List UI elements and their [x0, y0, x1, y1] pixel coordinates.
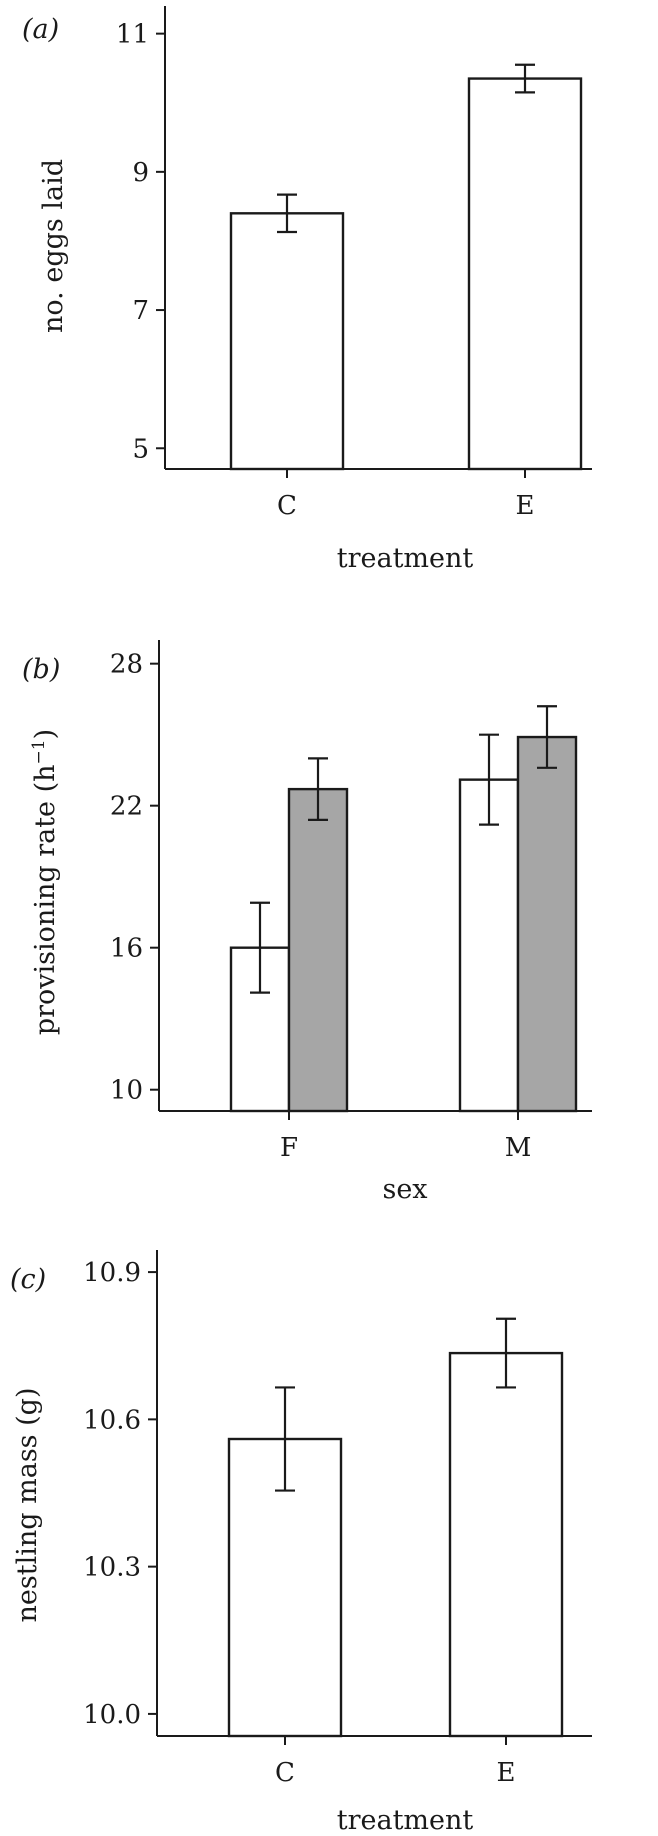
- panel-b-y-axis-title-suffix: ): [30, 729, 61, 740]
- panel-c-error-bar-E-0: [496, 1317, 516, 1389]
- panel-a: (a) no. eggs laid treatment 5 7 9 11 C E: [22, 6, 592, 574]
- panel-a-y-tick-label: 9: [132, 158, 149, 188]
- panel-a-label: (a): [22, 14, 59, 45]
- panel-a-y-tick-label: 11: [116, 20, 149, 50]
- panel-b-error-bar-M-0: [479, 733, 499, 826]
- panel-c-y-tick-label: 10.3: [83, 1553, 141, 1583]
- panel-c-y-tick-label: 10.6: [83, 1405, 141, 1435]
- panel-a-error-bar-E-0: [515, 63, 535, 94]
- panel-c-y-axis-title: nestling mass (g): [12, 1388, 43, 1623]
- panel-b-y-tick-label: 28: [110, 650, 143, 680]
- panel-c-x-tick-label: C: [275, 1758, 295, 1788]
- panel-b-y-tick-label: 16: [110, 934, 143, 964]
- panel-b-x-tick-label: M: [505, 1133, 532, 1163]
- panel-b-bar-M-1: [516, 735, 578, 1113]
- panel-b-label: (b): [22, 654, 60, 685]
- panel-c-error-bar-C-0: [275, 1386, 295, 1492]
- panel-a-y-tick-label: 5: [132, 434, 149, 464]
- panel-b-x-tick-label: F: [280, 1133, 298, 1163]
- panel-b-y-axis-title-superscript: −1: [29, 739, 49, 764]
- panel-b-y-tick-label: 22: [110, 792, 143, 822]
- panel-a-error-bar-C-0: [277, 193, 297, 234]
- panel-a-x-axis-title: treatment: [337, 543, 474, 574]
- panel-c-bar-E-0: [448, 1351, 564, 1738]
- panel-c-y-tick-label: 10.9: [83, 1258, 141, 1288]
- panel-b-y-tick-label: 10: [110, 1076, 143, 1106]
- panel-b-bar-F-1: [287, 787, 349, 1113]
- panel-b-error-bar-F-1: [308, 757, 328, 821]
- panel-b-error-bar-F-0: [250, 901, 270, 994]
- panel-a-bar-E-0: [467, 77, 583, 471]
- panel-b-bar-M-0: [458, 778, 520, 1113]
- panel-a-y-axis-title: no. eggs laid: [38, 159, 69, 333]
- panel-b-error-bar-M-1: [537, 705, 557, 769]
- panel-b-y-axis-title-main: provisioning rate (h: [30, 764, 61, 1035]
- panel-c-x-axis-title: treatment: [337, 1805, 474, 1836]
- panel-c-marks: 10.0 10.3 10.6 10.9 C E: [83, 1250, 592, 1788]
- panel-a-x-tick-label: E: [516, 491, 535, 521]
- panel-b-x-axis-title: sex: [382, 1174, 427, 1205]
- panel-a-marks: 5 7 9 11 C E: [116, 6, 592, 521]
- panel-a-bar-C-0: [229, 212, 345, 471]
- panel-c: (c) nestling mass (g) treatment 10.0 10.3…: [10, 1250, 592, 1836]
- panel-b: (b) provisioning rate (h−1) sex 10 16 22 28…: [22, 640, 592, 1205]
- panel-b-y-axis-title: provisioning rate (h−1): [29, 729, 61, 1035]
- panel-a-y-tick-label: 7: [132, 296, 149, 326]
- panel-c-y-tick-label: 10.0: [83, 1700, 141, 1730]
- panel-a-x-tick-label: C: [277, 491, 297, 521]
- panel-c-label: (c): [10, 1264, 46, 1295]
- panel-c-x-tick-label: E: [497, 1758, 516, 1788]
- panel-b-marks: 10 16 22 28 F M: [110, 640, 592, 1163]
